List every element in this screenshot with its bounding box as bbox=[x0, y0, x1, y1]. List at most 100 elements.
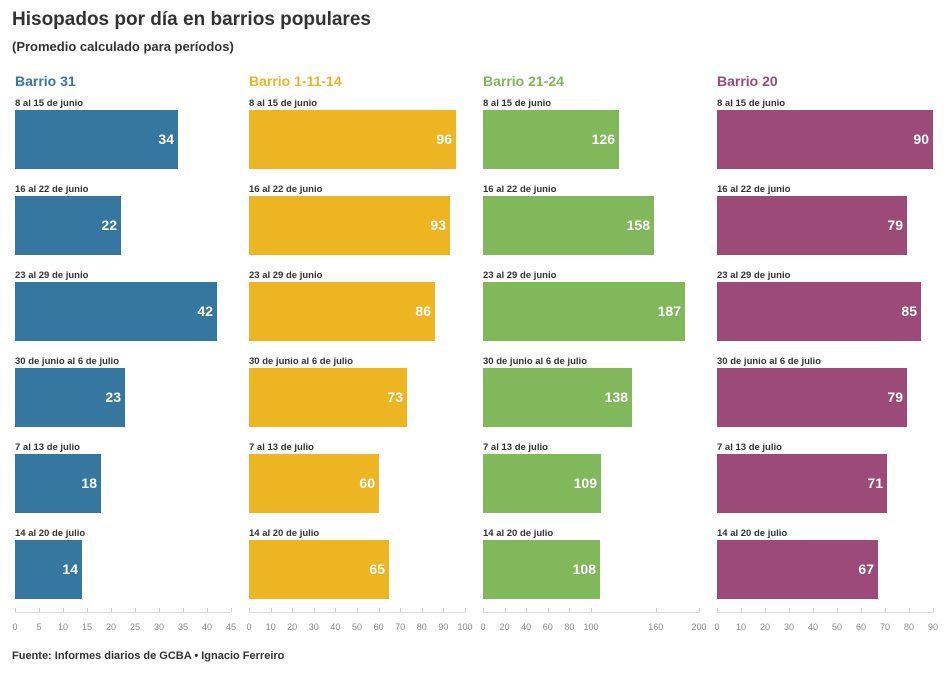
panel-title: Barrio 20 bbox=[717, 73, 778, 89]
x-tick-mark bbox=[400, 608, 402, 612]
period-label: 30 de junio al 6 de julio bbox=[717, 356, 821, 367]
period-label: 7 al 13 de julio bbox=[15, 442, 80, 453]
period-label: 14 al 20 de julio bbox=[717, 528, 788, 539]
x-tick-mark bbox=[837, 608, 838, 612]
x-tick-label: 20 bbox=[287, 622, 298, 632]
x-tick-label: 60 bbox=[373, 622, 384, 632]
bar bbox=[249, 540, 389, 599]
period-label: 7 al 13 de julio bbox=[717, 442, 782, 453]
bar-value-label: 93 bbox=[430, 217, 446, 233]
x-tick-mark bbox=[183, 608, 184, 612]
x-tick-mark bbox=[207, 608, 208, 612]
x-tick-mark bbox=[378, 608, 380, 612]
bar bbox=[717, 110, 933, 169]
period-label: 7 al 13 de julio bbox=[249, 442, 314, 453]
x-tick-label: 80 bbox=[416, 622, 427, 632]
bar bbox=[717, 196, 907, 255]
period-label: 16 al 22 de junio bbox=[15, 184, 89, 195]
x-tick-label: 15 bbox=[81, 622, 93, 632]
period-label: 23 al 29 de junio bbox=[249, 270, 323, 281]
period-label: 14 al 20 de julio bbox=[483, 528, 554, 539]
period-label: 30 de junio al 6 de julio bbox=[249, 356, 353, 367]
x-tick-label: 10 bbox=[265, 622, 276, 632]
bar-value-label: 42 bbox=[197, 303, 213, 319]
x-tick-label: 40 bbox=[330, 622, 341, 632]
x-tick-label: 10 bbox=[57, 622, 69, 632]
bar bbox=[717, 454, 887, 513]
x-tick-mark bbox=[717, 608, 718, 612]
period-label: 30 de junio al 6 de julio bbox=[15, 356, 119, 367]
x-tick-mark bbox=[111, 608, 112, 612]
source-note: Fuente: Informes diarios de GCBA • Ignac… bbox=[12, 650, 285, 662]
x-tick-label: 0 bbox=[714, 622, 720, 632]
x-tick-mark bbox=[789, 608, 790, 612]
x-tick-label: 25 bbox=[129, 622, 141, 632]
x-tick-label: 10 bbox=[735, 622, 747, 632]
x-tick-mark bbox=[861, 608, 862, 612]
x-tick-mark bbox=[483, 608, 484, 612]
bar-value-label: 67 bbox=[858, 561, 874, 577]
bar bbox=[483, 454, 601, 513]
bar bbox=[15, 454, 101, 513]
bar bbox=[717, 540, 878, 599]
x-tick-mark bbox=[443, 608, 445, 612]
x-tick-mark bbox=[741, 608, 742, 612]
bar bbox=[249, 368, 407, 427]
x-tick-label: 20 bbox=[105, 622, 117, 632]
bar bbox=[717, 282, 921, 341]
x-tick-label: 60 bbox=[542, 622, 553, 632]
bar bbox=[483, 196, 654, 255]
x-tick-mark bbox=[699, 608, 700, 612]
period-label: 30 de junio al 6 de julio bbox=[483, 356, 587, 367]
bar-value-label: 22 bbox=[101, 217, 117, 233]
x-tick-mark bbox=[159, 608, 160, 612]
x-tick-mark bbox=[885, 608, 886, 612]
panel-title: Barrio 21-24 bbox=[483, 73, 564, 89]
x-tick-mark bbox=[504, 608, 506, 612]
period-label: 8 al 15 de junio bbox=[15, 98, 84, 109]
period-label: 14 al 20 de julio bbox=[249, 528, 320, 539]
x-tick-label: 90 bbox=[438, 622, 449, 632]
x-tick-label: 40 bbox=[807, 622, 819, 632]
x-tick-mark bbox=[765, 608, 766, 612]
x-tick-label: 40 bbox=[201, 622, 213, 632]
x-axis-line bbox=[483, 612, 699, 613]
x-tick-label: 70 bbox=[395, 622, 406, 632]
bar-value-label: 18 bbox=[81, 475, 97, 491]
bar bbox=[249, 110, 456, 169]
bar-value-label: 79 bbox=[887, 217, 903, 233]
x-tick-mark bbox=[335, 608, 337, 612]
x-tick-label: 0 bbox=[12, 622, 18, 632]
bar-value-label: 60 bbox=[359, 475, 375, 491]
bar-value-label: 23 bbox=[105, 389, 121, 405]
x-tick-mark bbox=[87, 608, 88, 612]
x-tick-label: 50 bbox=[831, 622, 843, 632]
x-tick-mark bbox=[270, 608, 272, 612]
chart-panel: Barrio 21-24 8 al 15 de junio 126 16 al 22 … bbox=[480, 70, 706, 640]
chart-subtitle: (Promedio calculado para períodos) bbox=[12, 39, 234, 54]
bar-value-label: 73 bbox=[387, 389, 403, 405]
x-tick-mark bbox=[39, 608, 40, 612]
bar bbox=[483, 540, 600, 599]
x-tick-mark bbox=[547, 608, 549, 612]
x-tick-label: 30 bbox=[783, 622, 795, 632]
x-tick-label: 80 bbox=[903, 622, 915, 632]
bar-value-label: 108 bbox=[572, 561, 596, 577]
bar-value-label: 71 bbox=[867, 475, 883, 491]
bar bbox=[249, 196, 450, 255]
bar bbox=[249, 454, 379, 513]
chart-title: Hisopados por día en barrios populares bbox=[12, 9, 371, 30]
bar bbox=[483, 368, 632, 427]
x-tick-mark bbox=[526, 608, 528, 612]
x-tick-mark bbox=[591, 608, 592, 612]
bar bbox=[15, 282, 217, 341]
period-label: 16 al 22 de junio bbox=[483, 184, 557, 195]
panel-title: Barrio 1-11-14 bbox=[249, 73, 342, 89]
bar-value-label: 158 bbox=[626, 217, 650, 233]
x-tick-mark bbox=[135, 608, 136, 612]
bar-value-label: 86 bbox=[415, 303, 431, 319]
x-tick-label: 45 bbox=[225, 622, 237, 632]
x-tick-label: 0 bbox=[480, 622, 486, 632]
x-tick-label: 50 bbox=[351, 622, 363, 632]
period-label: 23 al 29 de junio bbox=[483, 270, 557, 281]
